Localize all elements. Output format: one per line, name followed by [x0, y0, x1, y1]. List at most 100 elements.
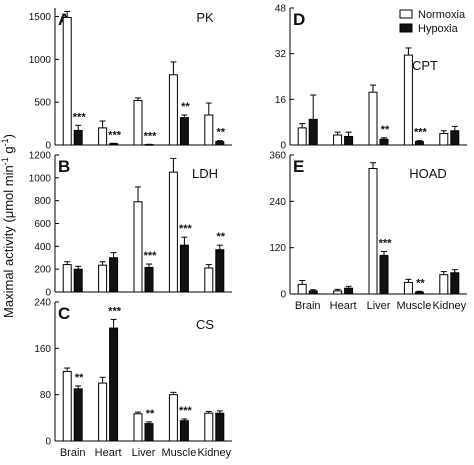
- y-tick-label: 200: [34, 265, 51, 276]
- bar-normoxia-liver: [368, 168, 378, 295]
- bar-hypoxia-kidney: [450, 272, 460, 295]
- significance-marker: ***: [379, 238, 393, 250]
- bar-hypoxia-brain: [308, 290, 318, 295]
- bar-hypoxia-liver: [379, 254, 389, 295]
- y-tick-label: 400: [34, 242, 51, 253]
- bar-normoxia-muscle: [168, 394, 178, 442]
- panel-c: 0 80 160 240 C CS ** Brain *** Heart ** Liver *** Mus…: [34, 298, 232, 459]
- bar-hypoxia-kidney: [215, 249, 225, 293]
- bar-hypoxia-muscle: [414, 141, 424, 146]
- bar-hypoxia-muscle: [179, 244, 189, 293]
- bar-hypoxia-heart: [344, 287, 354, 295]
- bar-normoxia-brain: [62, 371, 72, 442]
- bar-normoxia-kidney: [204, 114, 214, 146]
- significance-marker: **: [416, 277, 425, 289]
- significance-marker: **: [75, 372, 84, 384]
- y-tick-label: 32: [275, 49, 287, 60]
- bar-hypoxia-liver: [144, 423, 154, 442]
- y-tick-label: 80: [40, 390, 52, 401]
- bar-hypoxia-liver: [379, 138, 389, 146]
- panel-letter: C: [58, 304, 70, 323]
- y-tick-label: 800: [34, 196, 51, 207]
- y-tick-label: 0: [45, 437, 51, 448]
- significance-marker: ***: [108, 305, 122, 317]
- bar-hypoxia-kidney: [215, 412, 225, 442]
- y-tick-label: 360: [269, 151, 286, 162]
- legend-swatch-normoxia: [399, 9, 413, 19]
- panel-title: PK: [196, 10, 214, 25]
- y-tick-label: 0: [45, 141, 51, 152]
- category-label: Kidney: [432, 300, 466, 312]
- bar-normoxia-brain: [297, 127, 307, 146]
- bar-hypoxia-heart: [344, 135, 354, 146]
- category-label: Brain: [295, 300, 321, 312]
- y-axis-label-end: ): [1, 134, 16, 138]
- bar-normoxia-kidney: [204, 412, 214, 442]
- bar-normoxia-kidney: [439, 274, 449, 295]
- bar-normoxia-heart: [333, 134, 343, 146]
- bar-hypoxia-heart: [109, 327, 119, 442]
- bar-normoxia-muscle: [403, 281, 413, 295]
- category-label: Liver: [367, 300, 391, 312]
- y-axis-label-main: Maximal activity (μmol min: [1, 165, 16, 318]
- panel-letter: B: [58, 157, 70, 176]
- y-tick-label: 160: [34, 344, 51, 355]
- bar-normoxia-brain: [62, 16, 72, 146]
- bar-hypoxia-muscle: [179, 420, 189, 442]
- panel-letter: D: [293, 10, 305, 29]
- bar-normoxia-brain: [62, 264, 72, 293]
- significance-marker: ***: [179, 405, 193, 417]
- significance-marker: ***: [144, 130, 158, 142]
- bar-normoxia-muscle: [168, 74, 178, 146]
- panel-title: HOAD: [409, 166, 447, 181]
- category-label: Heart: [330, 300, 357, 312]
- panels: 050010001500APK*************020040060080…: [29, 4, 467, 459]
- bar-hypoxia-liver: [144, 266, 154, 293]
- panel-title: LDH: [192, 166, 218, 181]
- y-tick-label: 0: [280, 290, 286, 301]
- bar-hypoxia-brain: [73, 388, 83, 442]
- category-label: Muscle: [161, 447, 196, 459]
- bar-hypoxia-muscle: [414, 291, 424, 295]
- y-axis-label-mid: g: [1, 146, 16, 157]
- significance-marker: ***: [73, 111, 87, 123]
- significance-marker: **: [217, 231, 226, 243]
- bar-hypoxia-heart: [109, 143, 119, 146]
- legend-label-hypoxia: Hypoxia: [418, 23, 459, 35]
- y-tick-label: 16: [275, 95, 287, 106]
- y-axis-label-sup2: -1: [0, 138, 10, 146]
- category-label: Muscle: [396, 300, 431, 312]
- y-tick-label: 48: [275, 4, 287, 15]
- bar-normoxia-liver: [133, 413, 143, 442]
- bar-hypoxia-muscle: [179, 117, 189, 146]
- legend: Normoxia Hypoxia: [399, 9, 466, 35]
- bar-hypoxia-brain: [308, 118, 318, 146]
- y-tick-label: 240: [269, 197, 286, 208]
- y-tick-label: 120: [269, 243, 286, 254]
- bar-hypoxia-brain: [73, 268, 83, 293]
- bar-normoxia-brain: [297, 283, 307, 295]
- bar-normoxia-liver: [133, 99, 143, 146]
- bar-normoxia-liver: [368, 91, 378, 146]
- y-tick-label: 0: [45, 288, 51, 299]
- panel-e: 0 120 240 360 E HOAD Brain Heart *** Liver ** Muscl…: [269, 151, 467, 312]
- legend-label-normoxia: Normoxia: [418, 9, 466, 21]
- y-tick-label: 1000: [29, 173, 52, 184]
- bar-normoxia-muscle: [168, 171, 178, 293]
- legend-swatch-hypoxia: [399, 23, 413, 33]
- panel-title: CS: [196, 317, 214, 332]
- bar-hypoxia-kidney: [215, 141, 225, 146]
- significance-marker: ***: [144, 250, 158, 262]
- y-tick-label: 1500: [29, 12, 52, 23]
- category-label: Heart: [95, 447, 122, 459]
- bar-hypoxia-brain: [73, 129, 83, 146]
- bar-normoxia-heart: [333, 290, 343, 295]
- bar-hypoxia-heart: [109, 257, 119, 293]
- bar-hypoxia-kidney: [450, 130, 460, 146]
- significance-marker: **: [217, 127, 226, 139]
- y-tick-label: 0: [280, 141, 286, 152]
